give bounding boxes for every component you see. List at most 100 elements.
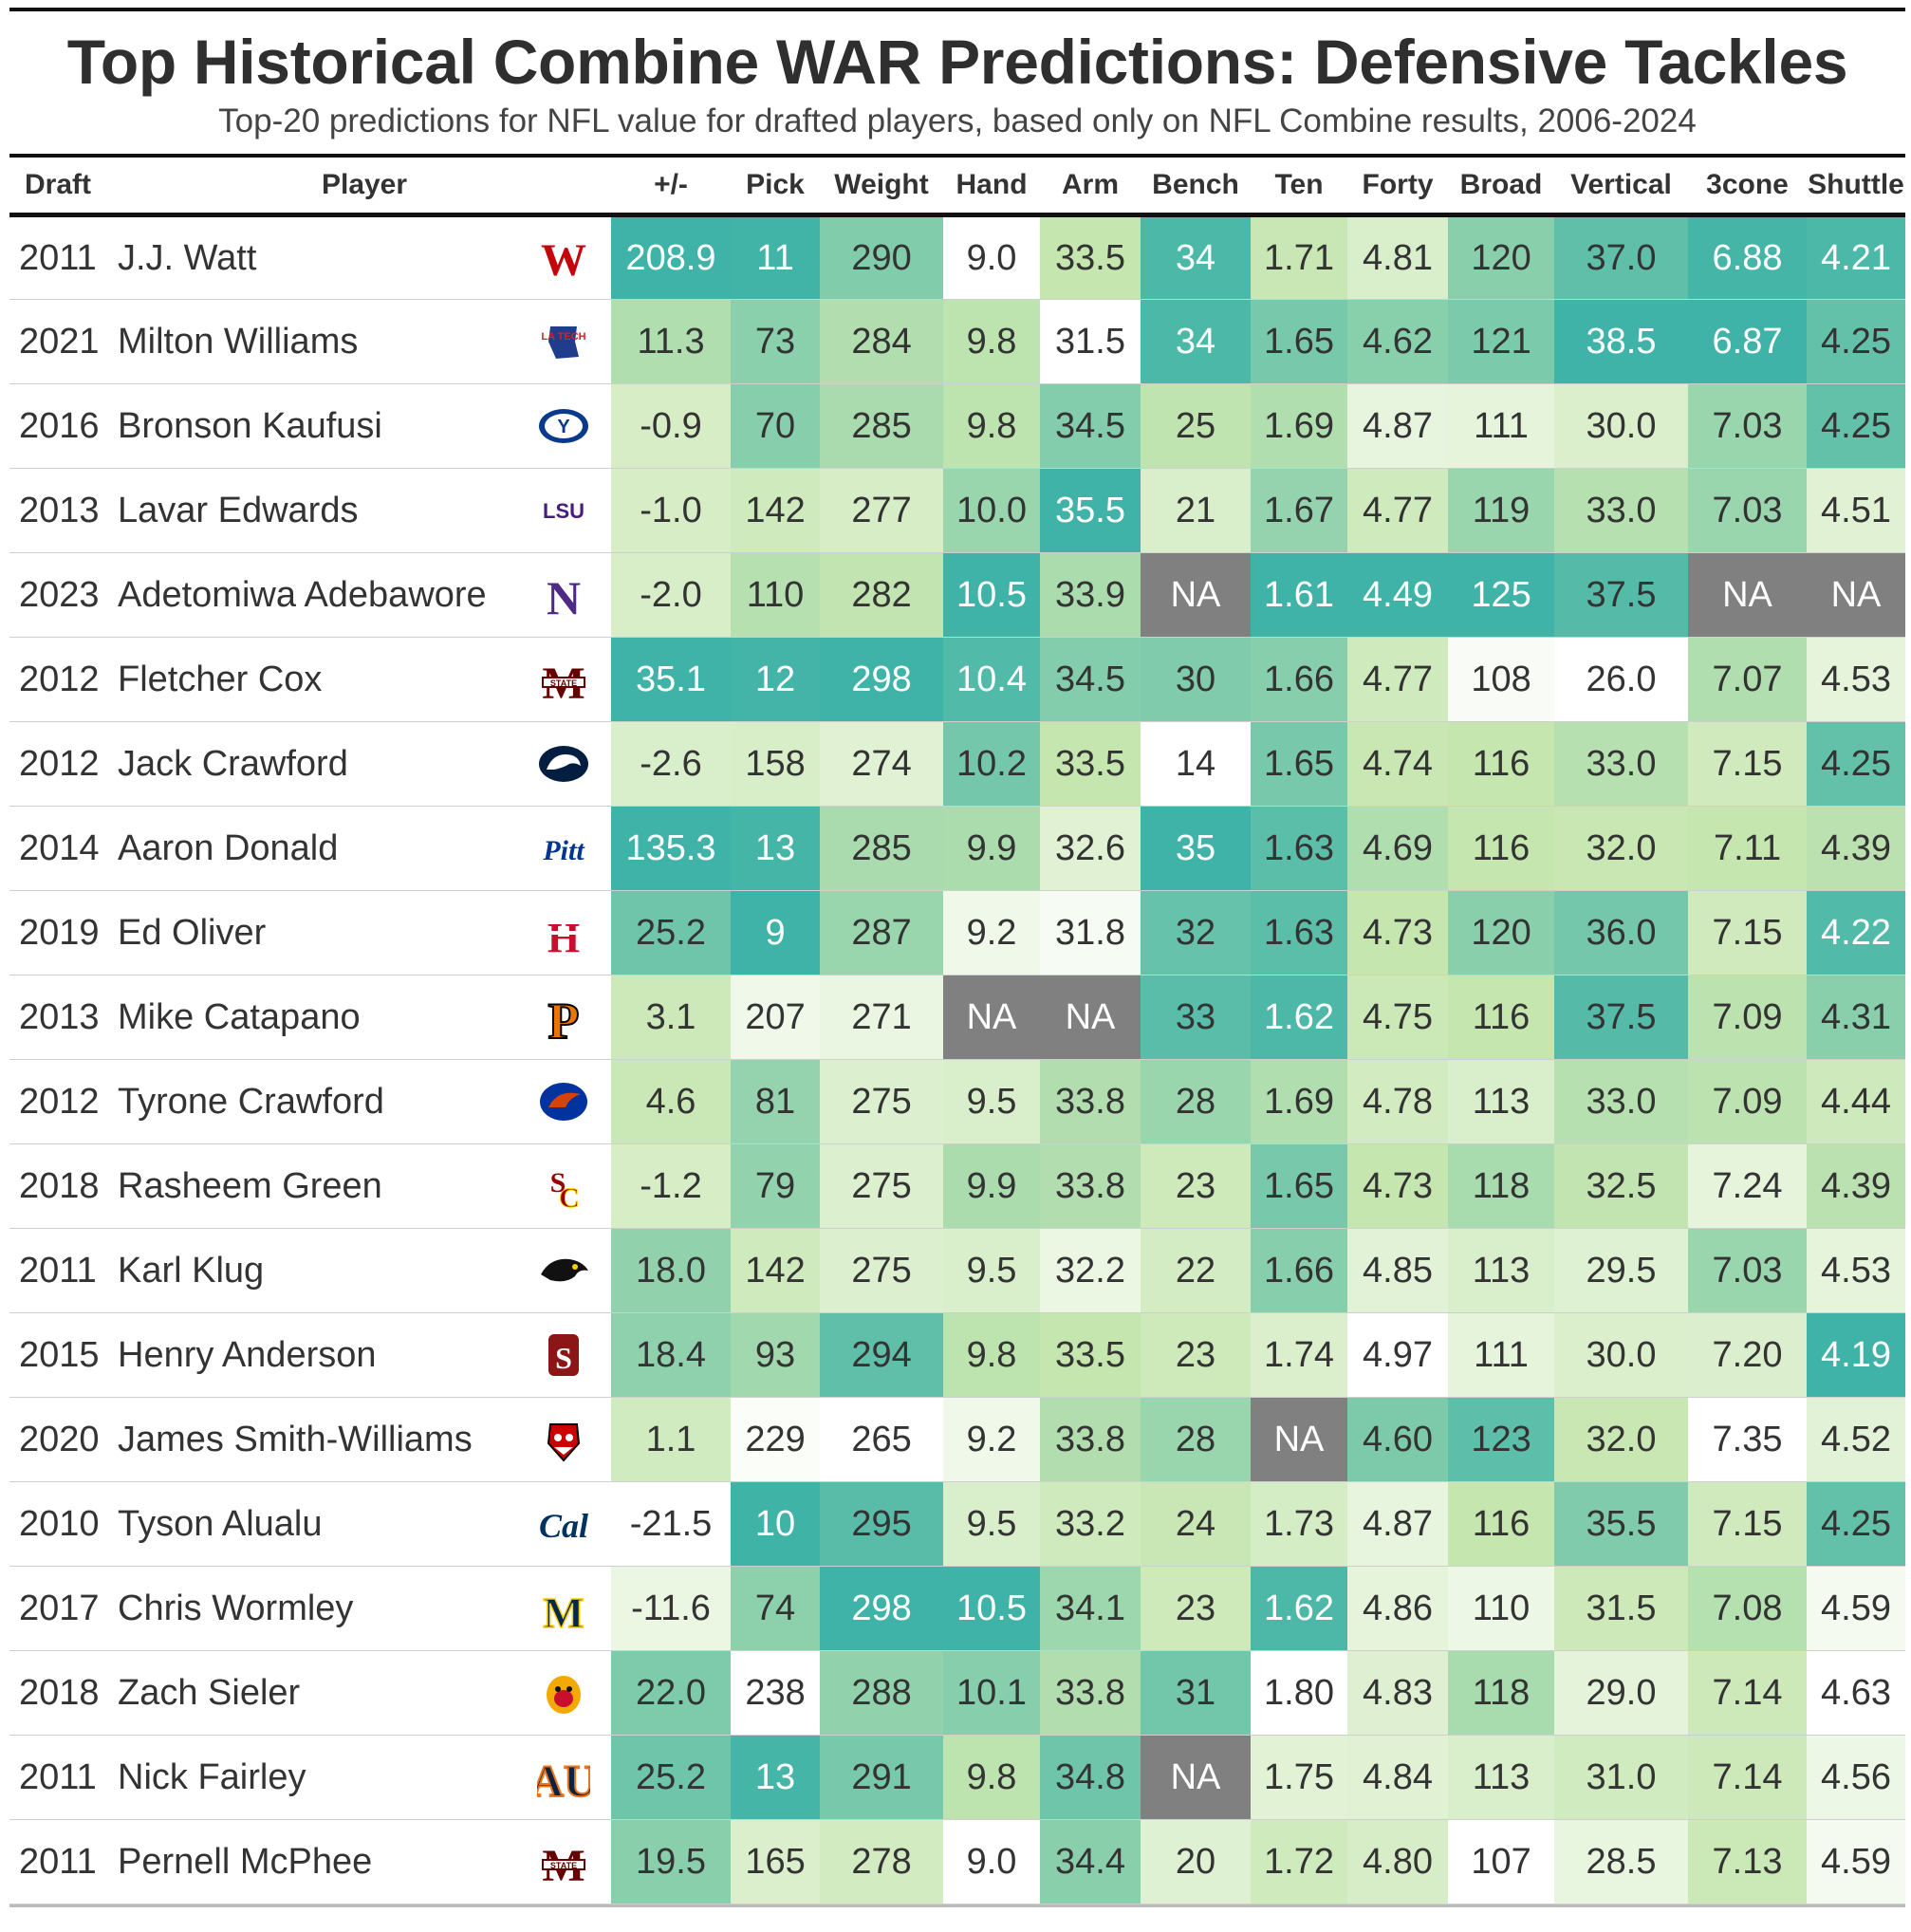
cell-bench: 23: [1141, 1566, 1252, 1651]
cell-shuttle: 4.53: [1807, 637, 1906, 722]
draft-year: 2013: [19, 996, 100, 1037]
table-row: 2021 Milton Williams LA TECH 11.3 73 284 9.8 31…: [9, 299, 1906, 384]
cell-cone: 7.03: [1688, 468, 1808, 553]
cell-arm: 33.2: [1040, 1481, 1141, 1567]
cell-forty: 4.69: [1347, 806, 1449, 891]
cell-pick: 81: [731, 1059, 821, 1144]
cell-shuttle: 4.25: [1807, 1481, 1906, 1567]
cell-broad: 113: [1448, 1735, 1555, 1820]
princeton-logo: P: [516, 975, 611, 1060]
cell-vertical: 37.5: [1554, 975, 1689, 1060]
cell-broad: 120: [1448, 214, 1555, 300]
cell-ten: 1.69: [1251, 383, 1348, 469]
cell-weight: 282: [820, 552, 944, 638]
cell-broad: 120: [1448, 890, 1555, 975]
header-ten: Ten: [1274, 169, 1324, 200]
cell-shuttle: 4.31: [1807, 975, 1906, 1060]
cell-pm: 11.3: [611, 299, 732, 384]
cell-pm: 22.0: [611, 1650, 732, 1736]
cell-vertical: 29.5: [1554, 1228, 1689, 1313]
cell-pm: 18.0: [611, 1228, 732, 1313]
cell-shuttle: 4.59: [1807, 1566, 1906, 1651]
cell-ten: 1.66: [1251, 637, 1348, 722]
mississippi-state-logo: MSTATE: [516, 638, 611, 722]
draft-year: 2011: [19, 1841, 97, 1882]
northwestern-logo: N: [516, 553, 611, 638]
cell-arm: 33.5: [1040, 214, 1141, 300]
cell-bench: 22: [1141, 1228, 1252, 1313]
cell-pick: 165: [731, 1819, 821, 1904]
cell-arm: 34.1: [1040, 1566, 1141, 1651]
cell-pick: 207: [731, 975, 821, 1060]
cell-bench: NA: [1141, 552, 1252, 638]
svg-text:LA TECH: LA TECH: [541, 331, 585, 343]
table-row: 2014 Aaron Donald Pitt 135.3 13 285 9.9 32.6 35 1…: [9, 806, 1906, 891]
cell-pm: 135.3: [611, 806, 732, 891]
cell-forty: 4.86: [1347, 1566, 1449, 1651]
cell-cone: 7.24: [1688, 1143, 1808, 1229]
cell-arm: 35.5: [1040, 468, 1141, 553]
cell-weight: 265: [820, 1397, 944, 1482]
cell-forty: 4.84: [1347, 1735, 1449, 1820]
cell-ten: 1.61: [1251, 552, 1348, 638]
table-row: 2012 Fletcher Cox MSTATE35.11229810.434.53…: [9, 637, 1906, 722]
cell-bench: 28: [1141, 1397, 1252, 1482]
cell-bench: 34: [1141, 299, 1252, 384]
cell-hand: 10.0: [943, 468, 1041, 553]
cell-pm: 4.6: [611, 1059, 732, 1144]
cell-arm: 32.6: [1040, 806, 1141, 891]
cell-hand: 10.1: [943, 1650, 1041, 1736]
cell-shuttle: NA: [1807, 552, 1906, 638]
player-name: Zach Sieler: [118, 1672, 301, 1713]
cell-vertical: 32.0: [1554, 1397, 1689, 1482]
cell-broad: 123: [1448, 1397, 1555, 1482]
cell-ten: 1.63: [1251, 806, 1348, 891]
cell-weight: 294: [820, 1312, 944, 1398]
draft-year: 2018: [19, 1672, 100, 1713]
table-row: 2011 Pernell McPhee MSTATE19.51652789.034.…: [9, 1819, 1906, 1904]
cell-broad: 111: [1448, 1312, 1555, 1398]
cell-broad: 121: [1448, 299, 1555, 384]
cell-shuttle: 4.25: [1807, 299, 1906, 384]
cell-bench: 24: [1141, 1481, 1252, 1567]
player-name: Tyson Alualu: [118, 1503, 323, 1544]
cell-hand: 9.9: [943, 806, 1041, 891]
cell-bench: 20: [1141, 1819, 1252, 1904]
cell-cone: NA: [1688, 552, 1808, 638]
header-player: Player: [321, 169, 408, 200]
cell-forty: 4.77: [1347, 637, 1449, 722]
cell-forty: 4.78: [1347, 1059, 1449, 1144]
cell-vertical: 30.0: [1554, 1312, 1689, 1398]
draft-year: 2017: [19, 1588, 100, 1628]
cell-pick: 12: [731, 637, 821, 722]
cell-pm: 25.2: [611, 1735, 732, 1820]
cell-vertical: 31.0: [1554, 1735, 1689, 1820]
cell-arm: 33.8: [1040, 1143, 1141, 1229]
chart-title: Top Historical Combine WAR Predictions: …: [66, 27, 1848, 97]
table-row: 2023 Adetomiwa Adebawore N -2.0 110 282 10.5 33…: [9, 552, 1906, 638]
stanford-logo: S: [516, 1313, 611, 1398]
cell-vertical: 30.0: [1554, 383, 1689, 469]
cell-cone: 7.07: [1688, 637, 1808, 722]
cell-bench: 23: [1141, 1312, 1252, 1398]
cell-pick: 74: [731, 1566, 821, 1651]
cell-vertical: 35.5: [1554, 1481, 1689, 1567]
cell-cone: 7.20: [1688, 1312, 1808, 1398]
player-name: Tyrone Crawford: [118, 1081, 384, 1122]
cell-weight: 278: [820, 1819, 944, 1904]
cell-broad: 119: [1448, 468, 1555, 553]
top-rule: [9, 8, 1905, 11]
cell-pick: 158: [731, 721, 821, 807]
svg-text:LSU: LSU: [543, 499, 584, 523]
table-row: 2015 Henry Anderson S 18.4 93 294 9.8 33.5 23 1.7…: [9, 1312, 1906, 1398]
cell-broad: 113: [1448, 1059, 1555, 1144]
player-name: Adetomiwa Adebawore: [118, 574, 487, 615]
cell-forty: 4.77: [1347, 468, 1449, 553]
cell-forty: 4.49: [1347, 552, 1449, 638]
michigan-logo: M: [516, 1567, 611, 1651]
cell-pick: 70: [731, 383, 821, 469]
player-name: Fletcher Cox: [118, 659, 323, 699]
cell-pick: 13: [731, 1735, 821, 1820]
cell-weight: 274: [820, 721, 944, 807]
